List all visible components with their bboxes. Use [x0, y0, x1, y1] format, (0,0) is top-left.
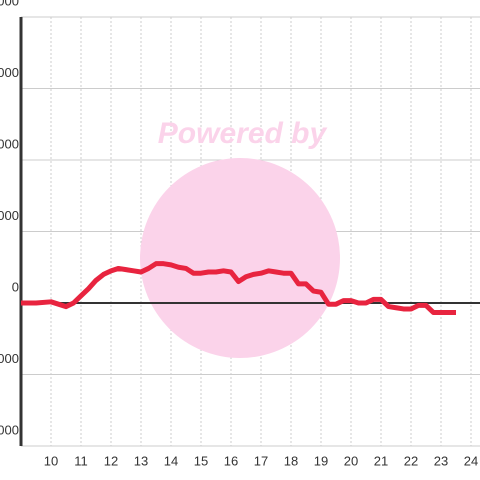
x-tick-label: 23 [434, 453, 448, 468]
x-tick-label: 22 [404, 453, 418, 468]
y-tick-label: -3,000 [0, 351, 19, 366]
watermark-text: Powered by [158, 117, 328, 150]
x-tick-label: 24 [464, 453, 478, 468]
x-tick-label: 17 [254, 453, 268, 468]
x-tick-label: 20 [344, 453, 358, 468]
y-tick-label: 12,000 [0, 0, 19, 8]
y-tick-label: 6,000 [0, 136, 19, 151]
x-tick-label: 15 [194, 453, 208, 468]
x-tick-label: 12 [104, 453, 118, 468]
x-tick-label: 10 [44, 453, 58, 468]
watermark-logo [140, 158, 340, 358]
y-tick-label: -6,000 [0, 422, 19, 437]
y-tick-label: 3,000 [0, 208, 19, 223]
x-tick-label: 14 [164, 453, 178, 468]
x-tick-label: 11 [74, 453, 88, 468]
x-tick-label: 21 [374, 453, 388, 468]
x-tick-label: 13 [134, 453, 148, 468]
series-line [21, 261, 456, 316]
y-tick-label: 9,000 [0, 65, 19, 80]
x-tick-label: 19 [314, 453, 328, 468]
x-tick-label: 18 [284, 453, 298, 468]
y-tick-label: 0 [12, 279, 19, 294]
x-tick-label: 16 [224, 453, 238, 468]
